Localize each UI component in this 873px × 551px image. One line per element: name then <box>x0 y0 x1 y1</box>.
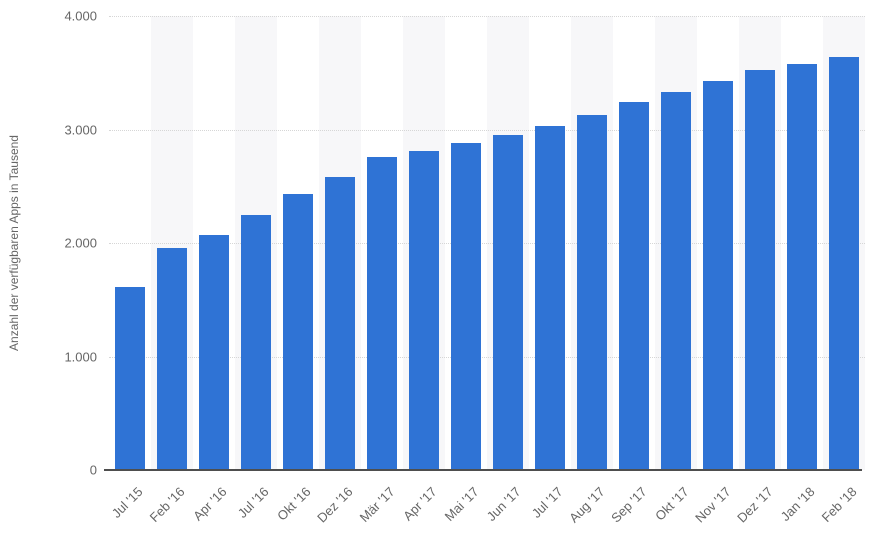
bar-Feb '16[interactable] <box>157 247 187 470</box>
bar-Jan '18[interactable] <box>787 63 817 470</box>
y-axis-title: Anzahl der verfügbaren Apps in Tausend <box>7 135 21 351</box>
gridline <box>109 356 865 358</box>
bar-Okt '17[interactable] <box>661 92 691 470</box>
y-axis-tick-label: 1.000 <box>64 349 97 364</box>
bar-Mai '17[interactable] <box>451 143 481 470</box>
bar-Dez '17[interactable] <box>745 70 775 470</box>
gridline <box>109 129 865 131</box>
gridline <box>109 243 865 244</box>
y-axis-tick-label: 4.000 <box>64 8 97 24</box>
bar-Jul '17[interactable] <box>535 126 565 470</box>
y-axis-tick-label: 0 <box>89 462 97 478</box>
bar-Jun '17[interactable] <box>493 135 523 470</box>
bar-Feb '18[interactable] <box>829 56 859 470</box>
bar-Jul '16[interactable] <box>241 214 271 470</box>
bar-Dez '16[interactable] <box>325 177 355 470</box>
bar-Mär '17[interactable] <box>367 156 397 470</box>
bar-Nov '17[interactable] <box>703 80 733 470</box>
bar-Apr '16[interactable] <box>199 235 229 470</box>
gridline <box>109 16 865 17</box>
bar-Apr '17[interactable] <box>409 151 439 470</box>
y-axis-tick-label: 3.000 <box>64 122 97 137</box>
y-axis-tick-label: 2.000 <box>64 235 97 251</box>
x-axis-line <box>104 469 862 471</box>
bar-Okt '16[interactable] <box>283 194 313 470</box>
bar-Aug '17[interactable] <box>577 114 607 470</box>
bar-Jul '15[interactable] <box>115 287 145 470</box>
bar-Sep '17[interactable] <box>619 102 649 470</box>
plot-area <box>109 16 865 470</box>
